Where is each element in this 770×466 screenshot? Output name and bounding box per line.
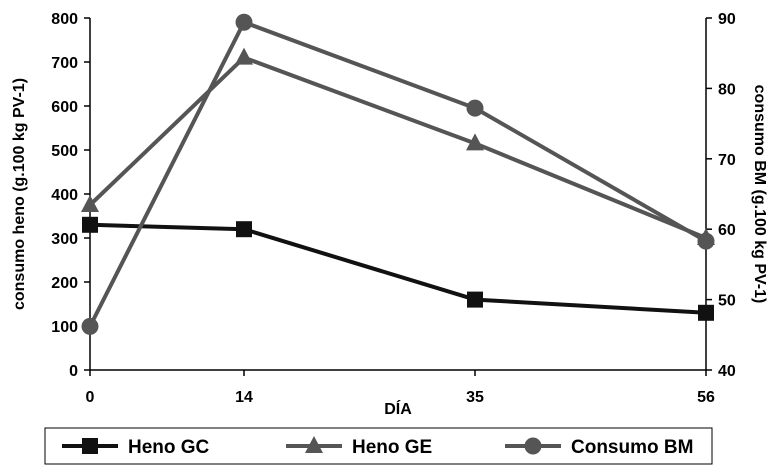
legend-swatch-marker — [82, 438, 98, 454]
legend-entry: Heno GC — [62, 437, 210, 458]
y-tick-left-label: 300 — [51, 231, 78, 248]
data-point — [81, 317, 99, 335]
y-tick-left-label: 0 — [69, 363, 78, 380]
x-tick-label: 56 — [697, 389, 715, 406]
legend-label: Heno GE — [352, 437, 432, 458]
data-point — [697, 232, 715, 250]
legend-entry: Heno GE — [286, 436, 432, 458]
x-tick-label: 14 — [235, 389, 253, 406]
data-point — [236, 221, 252, 238]
series-line — [88, 55, 707, 240]
y-ticks-left: 0 100 200 300 400 500 600 700 800 — [51, 11, 90, 380]
y-axis-title-left: consumo heno (g.100 kg PV-1) — [11, 78, 28, 310]
series-heno-gc — [82, 216, 714, 321]
y-tick-left-label: 800 — [51, 11, 78, 28]
legend-label: Consumo BM — [571, 437, 693, 458]
legend: Heno GC Heno GE Consumo BM — [44, 427, 713, 465]
data-point — [698, 304, 714, 321]
legend-entry: Consumo BM — [505, 437, 693, 458]
y-tick-right-label: 40 — [718, 363, 736, 380]
series-layer — [81, 13, 715, 335]
axes — [89, 18, 707, 371]
data-point — [466, 133, 484, 151]
series-line — [89, 222, 707, 315]
legend-box — [44, 427, 713, 465]
y-tick-right-label: 80 — [718, 81, 736, 98]
legend-swatch-marker — [524, 437, 542, 455]
y-tick-right-label: 50 — [718, 293, 736, 310]
legend-swatch-marker — [305, 436, 323, 453]
y-axis-title-right: consumo BM (g.100 kg PV-1) — [751, 85, 768, 304]
series-consumo-bm — [81, 13, 715, 335]
y-tick-left-label: 100 — [51, 319, 78, 336]
y-tick-left-label: 400 — [51, 187, 78, 204]
data-point — [467, 291, 483, 308]
data-point — [235, 13, 253, 31]
data-point — [81, 195, 99, 212]
y-tick-right-label: 70 — [718, 152, 736, 169]
x-ticks: 0 14 35 56 — [86, 370, 715, 406]
y-tick-left-label: 600 — [51, 99, 78, 116]
y-tick-left-label: 700 — [51, 55, 78, 72]
y-tick-left-label: 200 — [51, 275, 78, 292]
series-heno-ge — [81, 47, 715, 245]
data-point — [82, 216, 98, 233]
series-line — [88, 20, 707, 328]
y-tick-left-label: 500 — [51, 143, 78, 160]
y-ticks-right: 40 50 60 70 80 90 — [706, 11, 736, 380]
x-tick-label: 35 — [466, 389, 484, 406]
x-tick-label: 0 — [86, 389, 95, 406]
legend-label: Heno GC — [128, 437, 210, 458]
data-point — [235, 47, 253, 65]
y-tick-right-label: 60 — [718, 222, 736, 239]
y-tick-right-label: 90 — [718, 11, 736, 28]
x-axis-title: DÍA — [384, 399, 412, 418]
data-point — [466, 99, 484, 117]
